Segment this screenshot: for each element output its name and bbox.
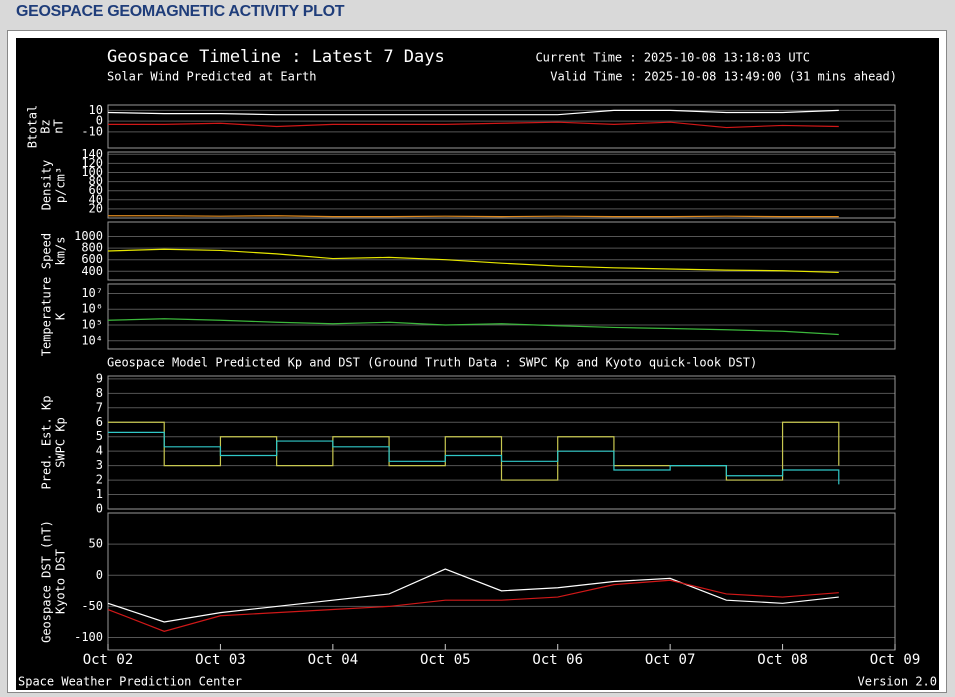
footer-right: Version 2.0 xyxy=(858,675,937,689)
y-tick-label: 0 xyxy=(96,502,103,516)
series-line xyxy=(107,318,839,336)
x-tick-label: Oct 09 xyxy=(870,652,921,668)
y-tick-label: 600 xyxy=(81,252,103,266)
panel-border xyxy=(107,151,896,219)
panel-border xyxy=(107,375,896,510)
y-tick-label: 10⁶ xyxy=(81,302,103,316)
axis-label: km/s xyxy=(54,237,68,266)
y-tick-label: 20 xyxy=(89,201,103,215)
y-tick-label: 6 xyxy=(96,415,103,429)
series-line xyxy=(107,109,839,116)
series-label: SWPC Kp xyxy=(54,417,68,468)
y-tick-label: 8 xyxy=(96,386,103,400)
x-tick-label: Oct 06 xyxy=(532,652,583,668)
y-tick-label: 100 xyxy=(81,165,103,179)
series-label: Density xyxy=(40,160,54,211)
y-tick-label: 4 xyxy=(96,444,103,458)
axis-label: p/cm³ xyxy=(54,167,68,203)
valid-time: Valid Time : 2025-10-08 13:49:00 (31 min… xyxy=(550,70,897,84)
panel-border xyxy=(107,512,896,651)
series-label: Speed xyxy=(40,233,54,269)
y-tick-label: -50 xyxy=(81,599,103,613)
y-tick-label: 80 xyxy=(89,174,103,188)
axis-label: nT xyxy=(52,119,66,133)
y-tick-label: 0 xyxy=(96,568,103,582)
section-title: Solar Wind Predicted at Earth xyxy=(107,70,317,84)
y-tick-label: 400 xyxy=(81,264,103,278)
x-tick-label: Oct 08 xyxy=(757,652,808,668)
y-tick-label: 50 xyxy=(89,537,103,551)
y-tick-label: 9 xyxy=(96,371,103,385)
y-tick-label: -100 xyxy=(74,630,103,644)
series-line xyxy=(108,215,839,218)
series-line xyxy=(108,121,839,129)
series-label: Btotal xyxy=(26,105,40,148)
y-tick-label: 40 xyxy=(89,192,103,206)
y-tick-label: 1000 xyxy=(74,229,103,243)
y-tick-label: 10⁷ xyxy=(81,286,103,300)
y-tick-label: 120 xyxy=(81,156,103,170)
plot: Geospace Timeline : Latest 7 Days Solar … xyxy=(16,38,939,690)
x-tick-label: Oct 02 xyxy=(83,652,134,668)
series-line xyxy=(108,421,840,481)
series-line xyxy=(108,431,840,485)
y-tick-label: 10⁴ xyxy=(81,333,103,347)
page-title: GEOSPACE GEOMAGNETIC ACTIVITY PLOT xyxy=(16,3,345,20)
series-label: Bz xyxy=(39,119,53,133)
series-label: Geospace DST (nT) xyxy=(40,520,54,643)
panel-border xyxy=(107,104,896,149)
series-line xyxy=(107,568,839,623)
x-tick-label: Oct 05 xyxy=(420,652,471,668)
footer-left: Space Weather Prediction Center xyxy=(18,675,242,689)
x-tick-label: Oct 03 xyxy=(195,652,246,668)
y-tick-label: 800 xyxy=(81,241,103,255)
y-tick-label: -10 xyxy=(81,124,103,138)
y-tick-label: 0 xyxy=(96,114,103,128)
series-label: Kyoto DST xyxy=(54,549,68,614)
series-label: Pred. Est. Kp xyxy=(40,396,54,490)
plot-title: Geospace Timeline : Latest 7 Days xyxy=(107,47,445,67)
panel-border xyxy=(107,283,896,350)
axis-label: K xyxy=(54,312,68,320)
y-tick-label: 60 xyxy=(89,183,103,197)
series-line xyxy=(107,248,839,274)
section-title: Geospace Model Predicted Kp and DST (Gro… xyxy=(107,356,757,370)
y-tick-label: 10 xyxy=(89,103,103,117)
y-tick-label: 5 xyxy=(96,429,103,443)
y-tick-label: 2 xyxy=(96,473,103,487)
current-time: Current Time : 2025-10-08 13:18:03 UTC xyxy=(535,51,810,65)
y-tick-label: 7 xyxy=(96,400,103,414)
y-tick-label: 10⁵ xyxy=(81,318,103,332)
series-label: Temperature xyxy=(40,277,54,356)
x-tick-label: Oct 04 xyxy=(308,652,359,668)
series-line xyxy=(107,579,839,632)
y-tick-label: 1 xyxy=(96,487,103,501)
y-tick-label: 140 xyxy=(81,147,103,161)
y-tick-label: 3 xyxy=(96,458,103,472)
x-tick-label: Oct 07 xyxy=(645,652,696,668)
